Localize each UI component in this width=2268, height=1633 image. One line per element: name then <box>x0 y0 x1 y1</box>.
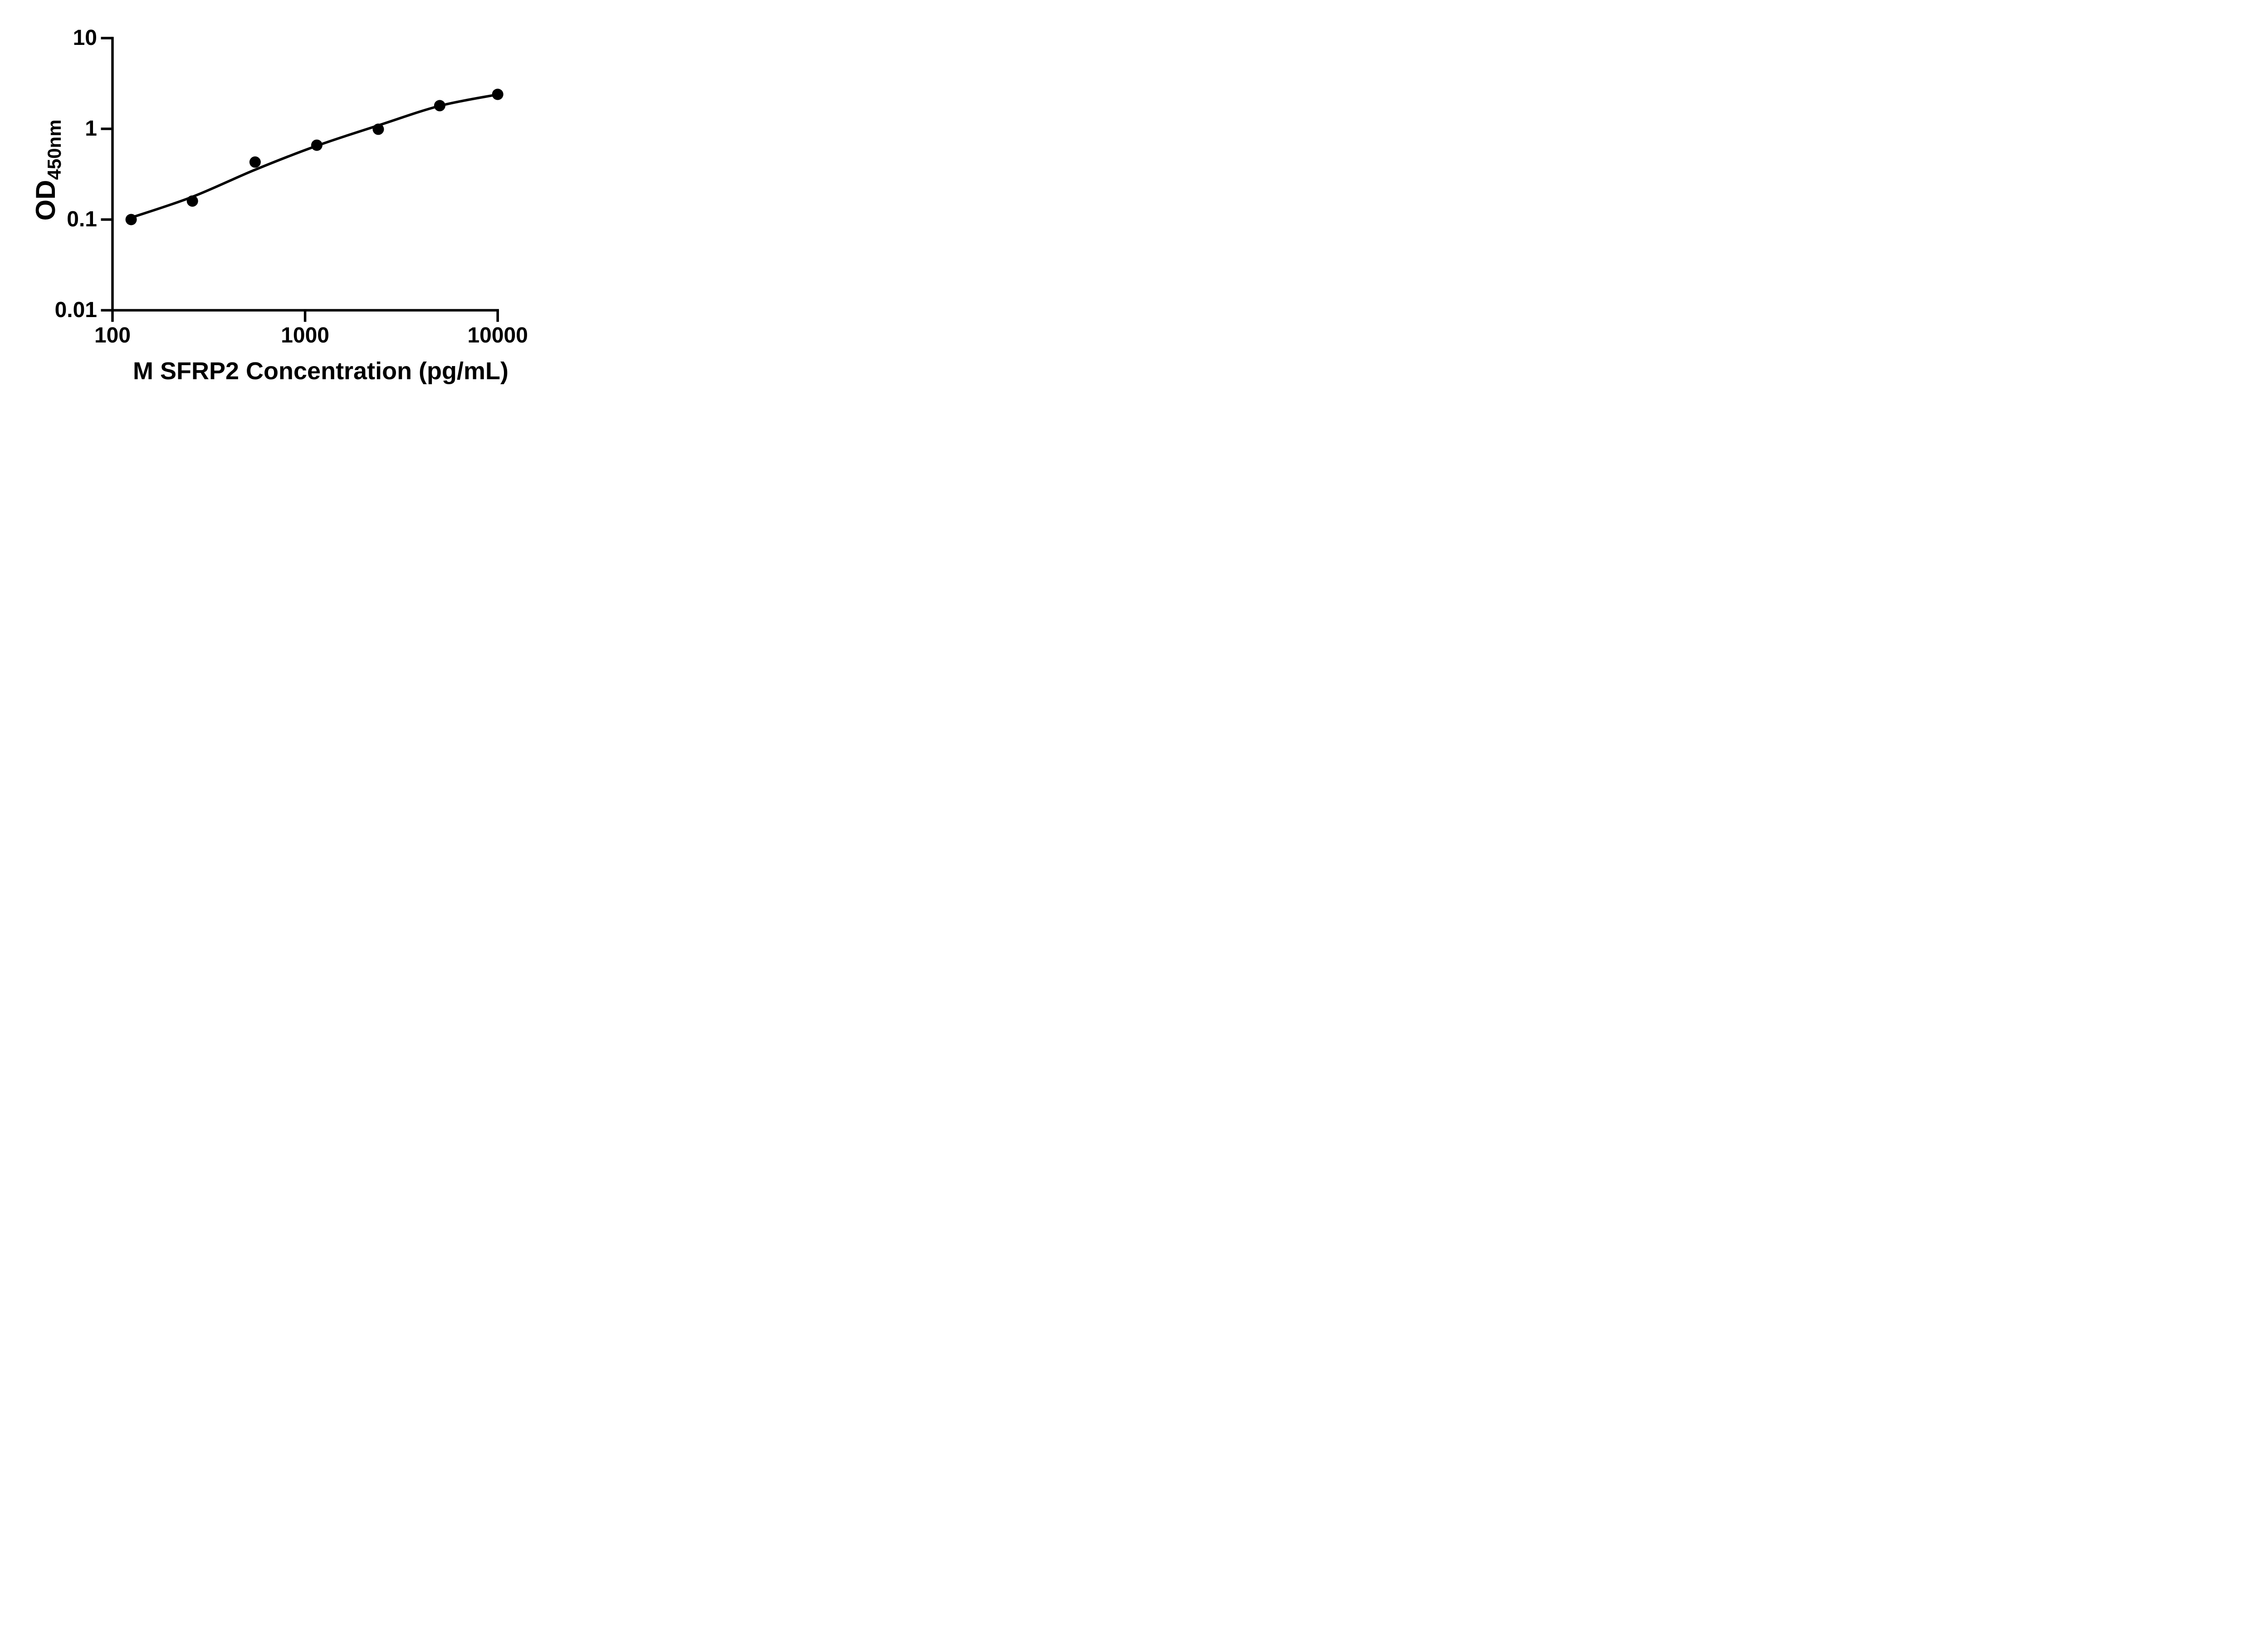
y-tick-label-0.1: 0.1 <box>67 207 97 231</box>
plot-svg <box>101 37 503 322</box>
x-tick-label-10000: 10000 <box>467 323 528 347</box>
data-point-125 <box>125 214 137 225</box>
elisa-standard-curve-figure: 10 1 0.1 0.01 100 1000 10000 OD450nm M S… <box>0 0 583 408</box>
data-point-1150 <box>311 139 323 151</box>
x-tick-label-1000: 1000 <box>281 323 329 347</box>
data-point-5000 <box>434 100 445 112</box>
y-axis-title: OD450nm <box>30 119 65 221</box>
fit-curve-path <box>131 93 498 219</box>
data-point-2400 <box>372 123 384 135</box>
data-point-260 <box>186 195 198 207</box>
y-axis-title-main: OD <box>30 180 61 221</box>
y-tick-label-1: 1 <box>85 117 97 141</box>
x-axis-title: M SFRP2 Concentration (pg/mL) <box>133 357 508 385</box>
y-axis-title-subscript: 450nm <box>44 119 65 180</box>
data-point-550 <box>249 156 261 168</box>
y-tick-label-10: 10 <box>73 26 97 50</box>
y-tick-label-0.01: 0.01 <box>54 298 97 322</box>
x-tick-label-100: 100 <box>94 323 131 347</box>
data-point-10000 <box>492 88 503 100</box>
